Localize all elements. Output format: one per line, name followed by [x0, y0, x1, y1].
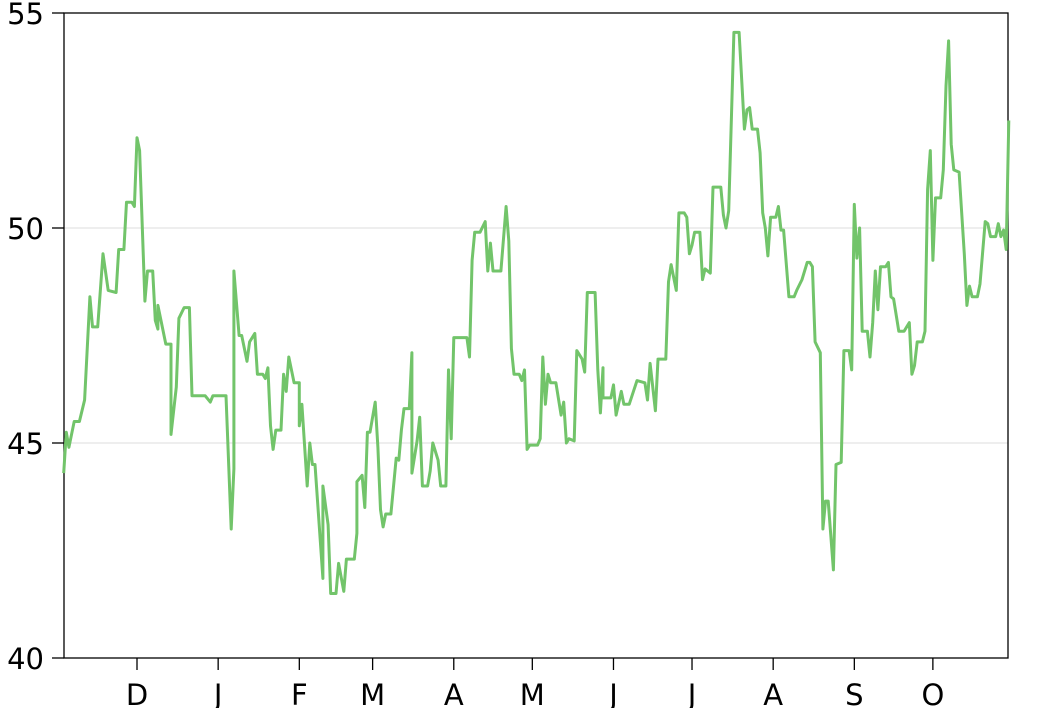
y-tick-label: 45 — [7, 427, 44, 461]
x-tick-label: S — [845, 678, 863, 708]
x-tick-label: J — [212, 678, 223, 708]
y-axis: 40 45 50 55 — [7, 0, 64, 676]
x-tick-label: M — [520, 678, 545, 708]
x-tick-label: F — [291, 678, 308, 708]
plot-frame — [63, 12, 1009, 659]
x-tick-label: J — [686, 678, 697, 708]
x-tick-label: A — [763, 678, 783, 708]
y-tick-label: 40 — [7, 642, 44, 676]
series-line — [62, 30, 1011, 595]
y-tick-label: 50 — [7, 212, 44, 246]
gridlines — [64, 227, 1008, 444]
y-tick-label: 55 — [7, 0, 44, 31]
x-tick-label: A — [444, 678, 464, 708]
x-tick-label: O — [921, 678, 944, 708]
x-tick-label: M — [360, 678, 385, 708]
x-tick-label: J — [607, 678, 618, 708]
x-tick-label: D — [126, 678, 148, 708]
